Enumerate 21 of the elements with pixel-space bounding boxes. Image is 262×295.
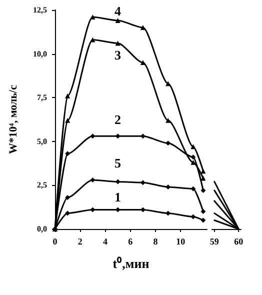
- series-label: 1: [114, 190, 122, 205]
- y-tick-label: 10,0: [33, 49, 47, 58]
- y-tick-label: 0,0: [37, 224, 47, 234]
- x-tick-label: 10: [176, 236, 186, 246]
- y-tick-label: 7,5: [37, 93, 47, 102]
- x-tick-label: 8: [153, 236, 158, 246]
- x-tick-label: 6: [128, 236, 134, 246]
- x-tick-label: 2: [78, 236, 83, 246]
- series-label: 2: [114, 112, 122, 128]
- series-label: 5: [114, 156, 122, 171]
- y-tick-label: 2,5: [37, 180, 47, 190]
- x-axis-title: t⁰,мин: [112, 256, 150, 271]
- y-tick-label: 12,5: [33, 6, 47, 14]
- x-tick-label: 60: [234, 236, 244, 246]
- y-tick-label: 5,0: [37, 136, 47, 146]
- y-axis-title: W*10⁴, моль/с: [8, 84, 20, 154]
- x-tick-label: 59: [210, 236, 220, 246]
- series-label: 4: [114, 4, 122, 19]
- x-tick-label: 0: [52, 236, 58, 246]
- series-label: 3: [114, 47, 122, 62]
- x-tick-label: 4: [103, 236, 108, 246]
